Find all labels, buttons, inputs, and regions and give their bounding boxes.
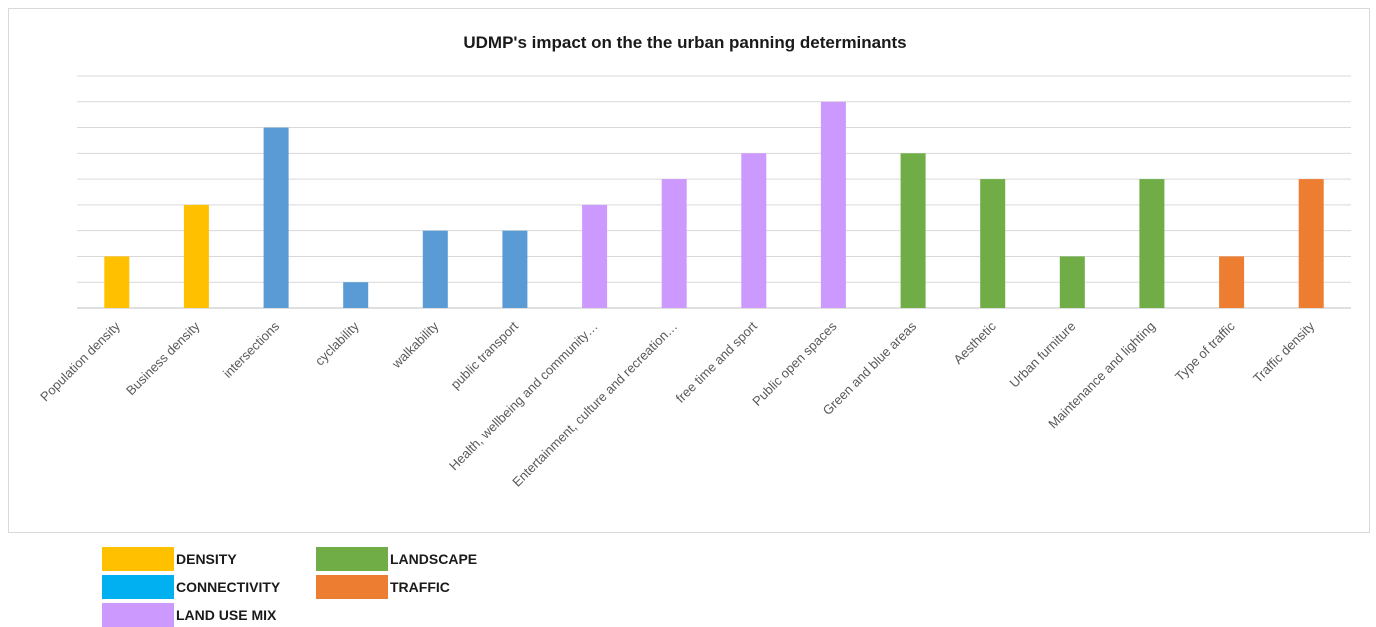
bar: [343, 282, 369, 308]
legend-label: LAND USE MIX: [176, 607, 277, 623]
legend-label: TRAFFIC: [390, 579, 450, 595]
legend-label: DENSITY: [176, 551, 237, 567]
bar: [183, 204, 209, 308]
bar: [900, 153, 926, 308]
bar: [1139, 179, 1165, 308]
legend-swatch: [102, 603, 174, 627]
x-tick-label: free time and sport: [673, 318, 761, 406]
x-tick-label: cyclability: [312, 318, 362, 368]
bar: [820, 101, 846, 308]
bar: [422, 230, 448, 308]
chart-title: UDMP's impact on the the urban panning d…: [463, 33, 906, 52]
chart-frame: UDMP's impact on the the urban panning d…: [8, 8, 1370, 533]
legend-swatch: [102, 575, 174, 599]
x-tick-label: public transport: [448, 318, 522, 392]
bar: [502, 230, 528, 308]
bar: [104, 256, 130, 308]
gridlines: [77, 75, 1351, 309]
bar: [980, 179, 1006, 308]
bar: [1298, 179, 1324, 308]
bar: [1219, 256, 1245, 308]
legend-label: CONNECTIVITY: [176, 579, 281, 595]
x-tick-label: Aesthetic: [950, 318, 999, 367]
x-tick-label: Urban furniture: [1007, 319, 1079, 391]
x-tick-label: walkability: [388, 318, 442, 372]
bar-chart: UDMP's impact on the the urban panning d…: [37, 33, 1351, 490]
x-tick-label: Public open spaces: [749, 318, 840, 409]
bar: [661, 179, 687, 308]
legend-label: LANDSCAPE: [390, 551, 478, 567]
x-tick-label: intersections: [220, 318, 283, 381]
legend-swatch: [316, 547, 388, 571]
bar: [263, 127, 289, 308]
x-tick-labels: Population density Business density inters…: [37, 318, 1317, 489]
x-tick-label: Traffic density: [1250, 318, 1318, 386]
x-tick-label: Type of traffic: [1172, 318, 1238, 384]
legend-swatch: [316, 575, 388, 599]
x-tick-label: Population density: [37, 318, 123, 404]
bar: [1059, 256, 1085, 308]
x-tick-label: Business density: [123, 318, 203, 398]
x-tick-label: Entertainment, culture and recreation…: [509, 319, 680, 490]
bar: [741, 153, 767, 308]
x-tick-label: Health, wellbeing and community…: [446, 319, 601, 474]
bars: [104, 101, 1324, 308]
legend-swatch: [102, 547, 174, 571]
bar: [582, 204, 608, 308]
